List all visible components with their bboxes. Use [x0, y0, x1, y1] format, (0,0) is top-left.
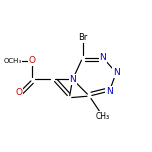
Text: N: N: [113, 68, 119, 77]
Text: O: O: [16, 88, 23, 97]
Text: Br: Br: [78, 33, 87, 42]
Text: CH₃: CH₃: [96, 112, 110, 121]
Text: OCH₃: OCH₃: [3, 58, 21, 64]
Text: O: O: [29, 56, 36, 66]
Text: N: N: [106, 86, 113, 96]
Text: N: N: [99, 53, 106, 62]
Text: N: N: [69, 75, 76, 84]
